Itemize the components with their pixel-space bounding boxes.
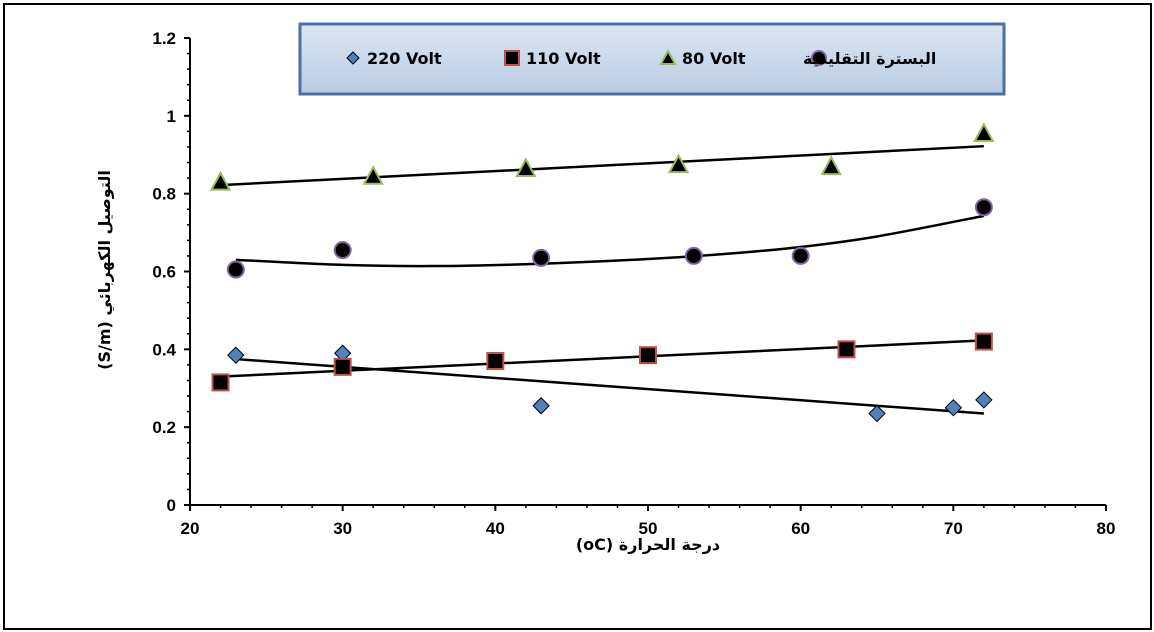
- data-point: [868, 404, 886, 423]
- x-tick-label: 50: [639, 519, 658, 538]
- y-tick-labels: 0 0.2 0.4 0.6 0.8 1 1.2: [152, 29, 176, 515]
- legend-label: 80 Volt: [682, 49, 746, 68]
- y-tick-label: 0.4: [152, 340, 176, 359]
- chart-frame: [3, 3, 1152, 630]
- legend-marker: [504, 50, 520, 66]
- x-tick-label: 70: [944, 519, 963, 538]
- data-point: [532, 397, 550, 415]
- trend-line: [220, 144, 984, 187]
- data-point: [667, 153, 690, 174]
- y-tick-label: 0: [167, 496, 176, 515]
- legend-marker: [346, 51, 360, 65]
- y-tick-label: 0.2: [152, 418, 176, 437]
- x-tick-label: 60: [791, 519, 810, 538]
- data-point: [684, 246, 703, 265]
- x-tick-label: 30: [333, 519, 352, 538]
- legend-label: 110 Volt: [526, 49, 601, 68]
- data-point: [515, 157, 537, 178]
- data-point: [333, 357, 352, 376]
- data-point: [211, 373, 230, 392]
- plot-area: 0 0.2 0.4 0.6 0.8 1 1.2 20 30 40 50 60 70 80: [152, 29, 1115, 538]
- x-tick-label: 20: [181, 519, 200, 538]
- y-axis-title: التوصيل الكهربائي (S/m): [95, 170, 115, 370]
- y-tick-label: 1: [167, 107, 176, 126]
- x-tick-label: 40: [486, 519, 505, 538]
- data-point: [975, 391, 993, 409]
- data-point: [944, 399, 963, 417]
- data-point: [837, 340, 856, 359]
- data-point: [362, 165, 384, 185]
- data-point: [974, 332, 993, 351]
- data-point: [209, 170, 232, 191]
- axis-ticks: [184, 37, 1107, 511]
- y-tick-label: 0.8: [152, 185, 176, 204]
- data-point: [820, 155, 842, 176]
- x-axis-title: درجة الحرارة (oC): [576, 535, 720, 554]
- legend-label: البسترة التقليدية: [803, 49, 936, 68]
- data-point: [791, 246, 810, 265]
- trend-line: [235, 357, 984, 415]
- x-tick-labels: 20 30 40 50 60 70 80: [181, 519, 1116, 538]
- data-point: [227, 346, 245, 364]
- data-point: [532, 248, 551, 267]
- legend-box: [298, 22, 1006, 96]
- data-point: [333, 241, 352, 260]
- data-point: [639, 346, 657, 365]
- data-point: [486, 352, 505, 371]
- y-tick-label: 0.6: [152, 263, 176, 282]
- data-point: [226, 260, 245, 279]
- legend: 220 Volt 110 Volt 80 Volt البسترة التقليدية: [298, 22, 1006, 96]
- data-markers: [209, 122, 995, 423]
- data-point: [973, 122, 995, 142]
- data-point: [974, 198, 993, 217]
- legend-marker: [811, 50, 827, 66]
- trend-line: [235, 214, 985, 268]
- x-tick-label: 80: [1097, 519, 1116, 538]
- y-tick-label: 1.2: [152, 29, 176, 48]
- legend-marker: [659, 48, 677, 65]
- legend-label: 220 Volt: [367, 49, 442, 68]
